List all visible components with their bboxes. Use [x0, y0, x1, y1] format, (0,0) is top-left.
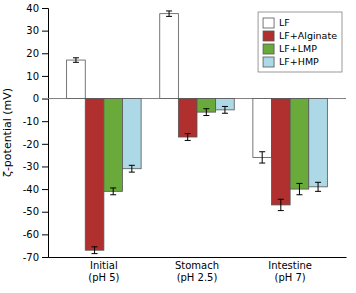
legend-item: LF+HMP: [263, 56, 319, 67]
y-tick-mark: [42, 166, 48, 167]
y-tick-label: -50: [23, 206, 39, 217]
y-tick-mark: [42, 8, 48, 9]
legend-item: LF: [263, 17, 290, 28]
bar: [67, 60, 86, 98]
legend-label: LF+LMP: [279, 43, 317, 54]
y-tick-label: -70: [23, 252, 39, 263]
plot-area: -70 -60 -50 -40 -30 -20 -10 0 10 20 30 40 Initial(pH…: [1, 3, 347, 283]
y-tick-mark: [42, 189, 48, 190]
legend-label: LF+HMP: [279, 56, 319, 67]
y-axis-line: [42, 9, 49, 258]
error-bar: [73, 58, 79, 63]
series: [85, 99, 290, 254]
legend: LF LF+Alginate LF+LMP LF+HMP: [258, 12, 342, 72]
legend-label: LF: [279, 17, 290, 28]
y-tick-label: 10: [26, 71, 39, 82]
y-tick: 30: [26, 25, 48, 36]
bar: [160, 14, 179, 99]
y-tick-label: -60: [23, 229, 39, 240]
x-tick-label: Stomach(pH 2.5): [175, 260, 219, 283]
y-tick: -10: [23, 116, 48, 127]
y-tick: -60: [23, 229, 48, 240]
y-tick-mark: [42, 212, 48, 213]
y-tick-mark: [42, 53, 48, 54]
y-tick: -50: [23, 206, 48, 217]
y-tick: 10: [26, 71, 48, 82]
y-tick-label: 30: [26, 25, 39, 36]
bar: [178, 99, 197, 137]
legend-item: LF+Alginate: [263, 30, 337, 41]
y-axis: -70 -60 -50 -40 -30 -20 -10 0 10 20 30 40: [23, 3, 49, 263]
series: [104, 99, 309, 195]
error-bar: [259, 152, 265, 163]
y-tick-label: 40: [26, 3, 39, 14]
error-bar: [296, 183, 302, 194]
y-tick: -70: [23, 252, 48, 263]
error-bar: [278, 199, 284, 210]
error-bar: [166, 11, 172, 16]
bar: [104, 99, 123, 192]
y-tick-mark: [42, 76, 48, 77]
y-tick: -40: [23, 184, 48, 195]
x-tick: Intestine(pH 7): [268, 260, 312, 283]
y-tick-label: -40: [23, 184, 39, 195]
legend-swatch: [263, 31, 274, 41]
bar: [85, 99, 104, 251]
y-tick-label: -20: [23, 139, 39, 150]
y-tick: -30: [23, 161, 48, 172]
y-tick-label: 0: [33, 93, 39, 104]
y-tick-label: -10: [23, 116, 39, 127]
error-bar: [222, 106, 228, 113]
y-axis-title: ζ-potential (mV): [1, 88, 14, 177]
chart: -70 -60 -50 -40 -30 -20 -10 0 10 20 30 40 Initial(pH…: [0, 0, 356, 293]
error-bar: [203, 109, 209, 116]
x-tick: Initial(pH 5): [88, 260, 119, 283]
y-tick: 40: [26, 3, 48, 14]
y-tick-mark: [42, 31, 48, 32]
y-tick: 0: [33, 93, 48, 104]
error-bar: [185, 134, 191, 141]
x-axis: Initial(pH 5) Stomach(pH 2.5) Intestine(pH…: [49, 258, 347, 283]
bar: [309, 99, 328, 187]
legend-item: LF+LMP: [263, 43, 317, 54]
bar: [253, 99, 272, 158]
bar: [290, 99, 309, 190]
y-tick: 20: [26, 48, 48, 59]
bar: [272, 99, 291, 205]
error-bar: [110, 188, 116, 195]
legend-swatch: [263, 18, 274, 28]
error-bar: [92, 247, 98, 254]
y-tick-mark: [42, 234, 48, 235]
y-tick-label: -30: [23, 161, 39, 172]
legend-swatch: [263, 57, 274, 67]
y-tick: -20: [23, 139, 48, 150]
x-tick-label: Intestine(pH 7): [268, 260, 312, 283]
series: [123, 99, 328, 192]
error-bar: [129, 165, 135, 172]
y-tick-mark: [42, 99, 48, 100]
legend-frame: [258, 12, 342, 72]
legend-label: LF+Alginate: [279, 30, 337, 41]
y-tick-mark: [42, 144, 48, 145]
x-tick-label: Initial(pH 5): [88, 260, 119, 283]
error-bar: [315, 182, 321, 191]
x-tick: Stomach(pH 2.5): [175, 260, 219, 283]
bar: [123, 99, 142, 169]
plot-marks: [48, 11, 346, 254]
y-tick-mark: [42, 257, 48, 258]
y-tick-label: 20: [26, 48, 39, 59]
x-axis-line: [49, 257, 347, 258]
legend-swatch: [263, 44, 274, 54]
y-tick-mark: [42, 121, 48, 122]
